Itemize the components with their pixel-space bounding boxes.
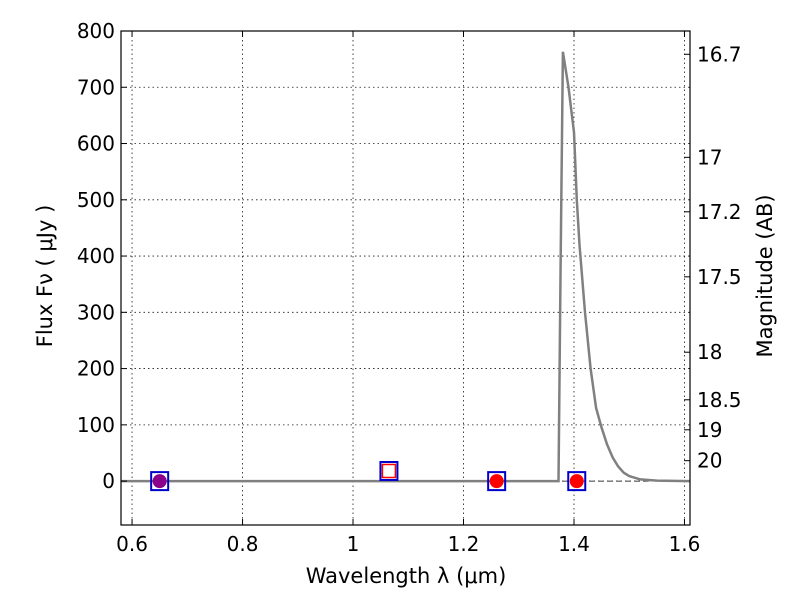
y-tick-label: 300 bbox=[77, 300, 115, 324]
x-tick-label: 0.6 bbox=[116, 532, 148, 556]
y-tick-label: 600 bbox=[77, 132, 115, 156]
point-observed-1.405 bbox=[567, 471, 587, 492]
x-tick-label: 1.6 bbox=[669, 532, 701, 556]
y-tick-label: 700 bbox=[77, 75, 115, 99]
x-tick-label: 1.2 bbox=[448, 532, 480, 556]
ticks-layer: 0.6 0.8 1 1.2 1.4 1.6 0 100 200 300 400 500 600 700 80… bbox=[77, 19, 742, 556]
point-box bbox=[487, 471, 507, 492]
data-points bbox=[150, 460, 587, 492]
spectrum-line bbox=[121, 51, 691, 483]
y-tick-label: 400 bbox=[77, 244, 115, 268]
point-box bbox=[150, 471, 170, 492]
y-axis-label: Flux Fν ( μJy ) bbox=[33, 205, 57, 348]
point-marker bbox=[569, 474, 584, 489]
y2-tick-label: 17 bbox=[697, 145, 722, 169]
point-observed-1.26 bbox=[487, 471, 507, 492]
y2-axis-label: Magnitude (AB) bbox=[753, 194, 777, 357]
point-box bbox=[379, 460, 399, 481]
point-model-1.065 bbox=[379, 460, 399, 481]
y-tick-label: 200 bbox=[77, 357, 115, 381]
point-observed-0.65 bbox=[150, 471, 170, 492]
y2-tick-label: 17.2 bbox=[697, 200, 742, 224]
x-tick-label: 0.8 bbox=[227, 532, 259, 556]
y-tick-label: 800 bbox=[77, 19, 115, 43]
point-marker bbox=[152, 474, 167, 489]
y2-tick-label: 18.5 bbox=[697, 388, 742, 412]
y2-tick-label: 16.7 bbox=[697, 42, 742, 66]
point-marker bbox=[381, 463, 397, 479]
x-tick-label: 1.4 bbox=[558, 532, 590, 556]
y-tick-label: 500 bbox=[77, 188, 115, 212]
y2-tick-label: 19 bbox=[697, 418, 722, 442]
plot-frame bbox=[120, 30, 691, 526]
x-tick-label: 1 bbox=[347, 532, 360, 556]
point-box bbox=[567, 471, 587, 492]
y-tick-label: 100 bbox=[77, 413, 115, 437]
y2-tick-label: 17.5 bbox=[697, 265, 742, 289]
x-axis-label: Wavelength λ (μm) bbox=[306, 564, 507, 588]
y2-tick-label: 18 bbox=[697, 340, 722, 364]
y2-tick-label: 20 bbox=[697, 449, 722, 473]
y-tick-label: 0 bbox=[102, 469, 115, 493]
grid-layer bbox=[121, 30, 690, 525]
point-marker bbox=[489, 474, 504, 489]
